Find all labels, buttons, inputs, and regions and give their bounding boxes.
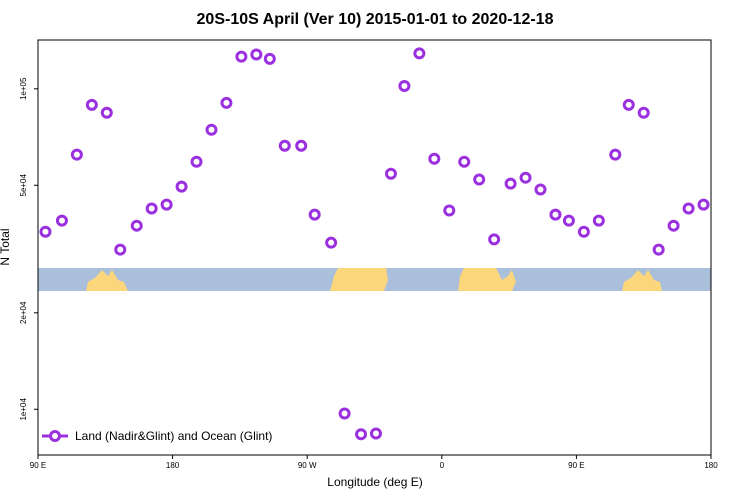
legend-marker xyxy=(49,430,61,442)
point xyxy=(55,214,68,227)
land xyxy=(86,270,128,291)
point xyxy=(145,202,158,215)
land xyxy=(458,268,516,291)
point xyxy=(175,180,188,193)
point xyxy=(443,204,456,217)
point xyxy=(384,167,397,180)
land xyxy=(622,270,662,291)
point xyxy=(473,173,486,186)
chart-title: 20S-10S April (Ver 10) 2015-01-01 to 202… xyxy=(197,11,554,28)
x-axis-label: Longitude (deg E) xyxy=(327,475,422,489)
point xyxy=(413,47,426,60)
point xyxy=(338,407,351,420)
point xyxy=(519,171,532,184)
point xyxy=(100,106,113,119)
legend-label: Land (Nadir&Glint) and Ocean (Glint) xyxy=(75,429,272,443)
point xyxy=(637,106,650,119)
point xyxy=(697,198,710,211)
point xyxy=(85,98,98,111)
point xyxy=(39,225,52,238)
point xyxy=(250,48,263,61)
point xyxy=(295,139,308,152)
point xyxy=(622,98,635,111)
point xyxy=(577,225,590,238)
point xyxy=(263,52,276,65)
point xyxy=(592,214,605,227)
land xyxy=(330,268,388,291)
point xyxy=(609,148,622,161)
point xyxy=(70,148,83,161)
map-band xyxy=(38,268,711,291)
point xyxy=(205,123,218,136)
point xyxy=(308,208,321,221)
plot-frame xyxy=(37,39,712,456)
point xyxy=(398,80,411,93)
point xyxy=(667,219,680,232)
point xyxy=(458,155,471,168)
point xyxy=(534,183,547,196)
point xyxy=(220,96,233,109)
point xyxy=(549,208,562,221)
point xyxy=(504,177,517,190)
point xyxy=(652,243,665,256)
legend: Land (Nadir&Glint) and Ocean (Glint) xyxy=(42,429,272,443)
point xyxy=(562,214,575,227)
point xyxy=(325,236,338,249)
y-tick-label: 1e+04 xyxy=(19,397,28,420)
y-tick-label: 2e+04 xyxy=(19,301,28,324)
y-tick-label: 1e+05 xyxy=(19,77,28,100)
x-tick-label: 180 xyxy=(704,461,718,470)
point xyxy=(488,233,501,246)
point xyxy=(114,243,127,256)
point xyxy=(355,428,368,441)
y-tick-label: 5e+04 xyxy=(19,173,28,196)
x-tick-label: 180 xyxy=(166,461,180,470)
x-tick-label: 0 xyxy=(440,461,445,470)
point xyxy=(190,155,203,168)
point xyxy=(160,198,173,211)
point xyxy=(235,50,248,63)
x-tick-label: 90 W xyxy=(298,461,317,470)
x-tick-label: 90 E xyxy=(568,461,584,470)
point xyxy=(130,219,143,232)
x-tick-label: 90 E xyxy=(30,461,46,470)
point xyxy=(682,202,695,215)
point xyxy=(369,427,382,440)
point xyxy=(428,152,441,165)
point xyxy=(278,139,291,152)
y-axis-label: N Total xyxy=(0,228,12,265)
